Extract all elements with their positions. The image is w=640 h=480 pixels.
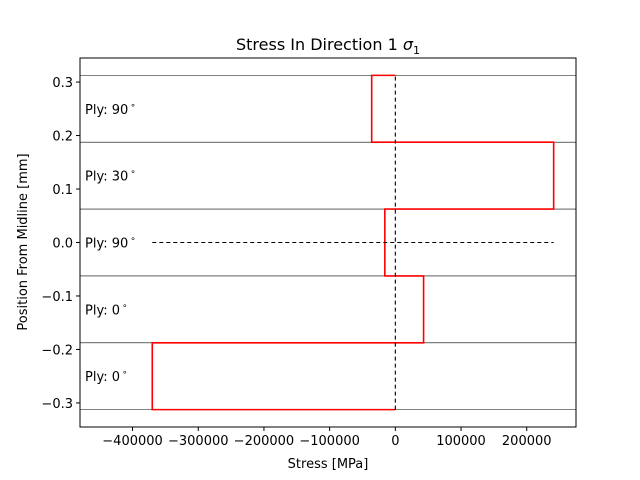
ply-label: Ply: 0 ∘ <box>85 301 128 318</box>
degree-symbol: ∘ <box>130 168 136 178</box>
x-tick-label: −200000 <box>234 434 295 449</box>
x-axis: −400000 −300000 −200000 −100000 0 100000 20000… <box>102 427 552 449</box>
ply-label: Ply: 30 ∘ <box>85 168 136 185</box>
x-tick-label: −100000 <box>299 434 360 449</box>
x-tick-label: 200000 <box>502 434 552 449</box>
plot-area: Ply: 0 ∘ Ply: 0 ∘ Ply: 90 ∘ Ply: 30 ∘ Ply: 90 ∘ <box>80 74 576 411</box>
x-axis-label: Stress [MPa] <box>288 457 369 472</box>
degree-symbol: ∘ <box>130 101 136 111</box>
title-sigma: σ <box>403 35 414 54</box>
ply-label: Ply: 90 ∘ <box>85 235 136 252</box>
y-tick-label: 0.0 <box>52 237 73 252</box>
degree-symbol: ∘ <box>130 235 136 245</box>
stress-profile-line <box>151 74 555 411</box>
title-subscript: 1 <box>413 44 420 57</box>
ply-label: Ply: 90 ∘ <box>85 101 136 118</box>
y-tick-label: −0.3 <box>41 397 73 412</box>
chart-title: Stress In Direction 1 σ1 <box>236 35 420 57</box>
x-tick-label: −400000 <box>102 434 163 449</box>
x-tick-label: −300000 <box>168 434 229 449</box>
y-tick-label: −0.1 <box>41 290 73 305</box>
x-tick-label: 100000 <box>436 434 486 449</box>
degree-symbol: ∘ <box>122 368 128 378</box>
y-axis-label: Position From Midline [mm] <box>16 153 31 330</box>
y-tick-label: 0.2 <box>52 130 73 145</box>
y-tick-label: 0.3 <box>52 76 73 91</box>
y-tick-label: 0.1 <box>52 183 73 198</box>
y-axis: −0.3 −0.2 −0.1 0.0 0.1 0.2 0.3 <box>41 76 80 412</box>
y-tick-label: −0.2 <box>41 343 73 358</box>
ply-label: Ply: 0 ∘ <box>85 368 128 385</box>
x-tick-label: 0 <box>391 434 399 449</box>
degree-symbol: ∘ <box>122 301 128 311</box>
